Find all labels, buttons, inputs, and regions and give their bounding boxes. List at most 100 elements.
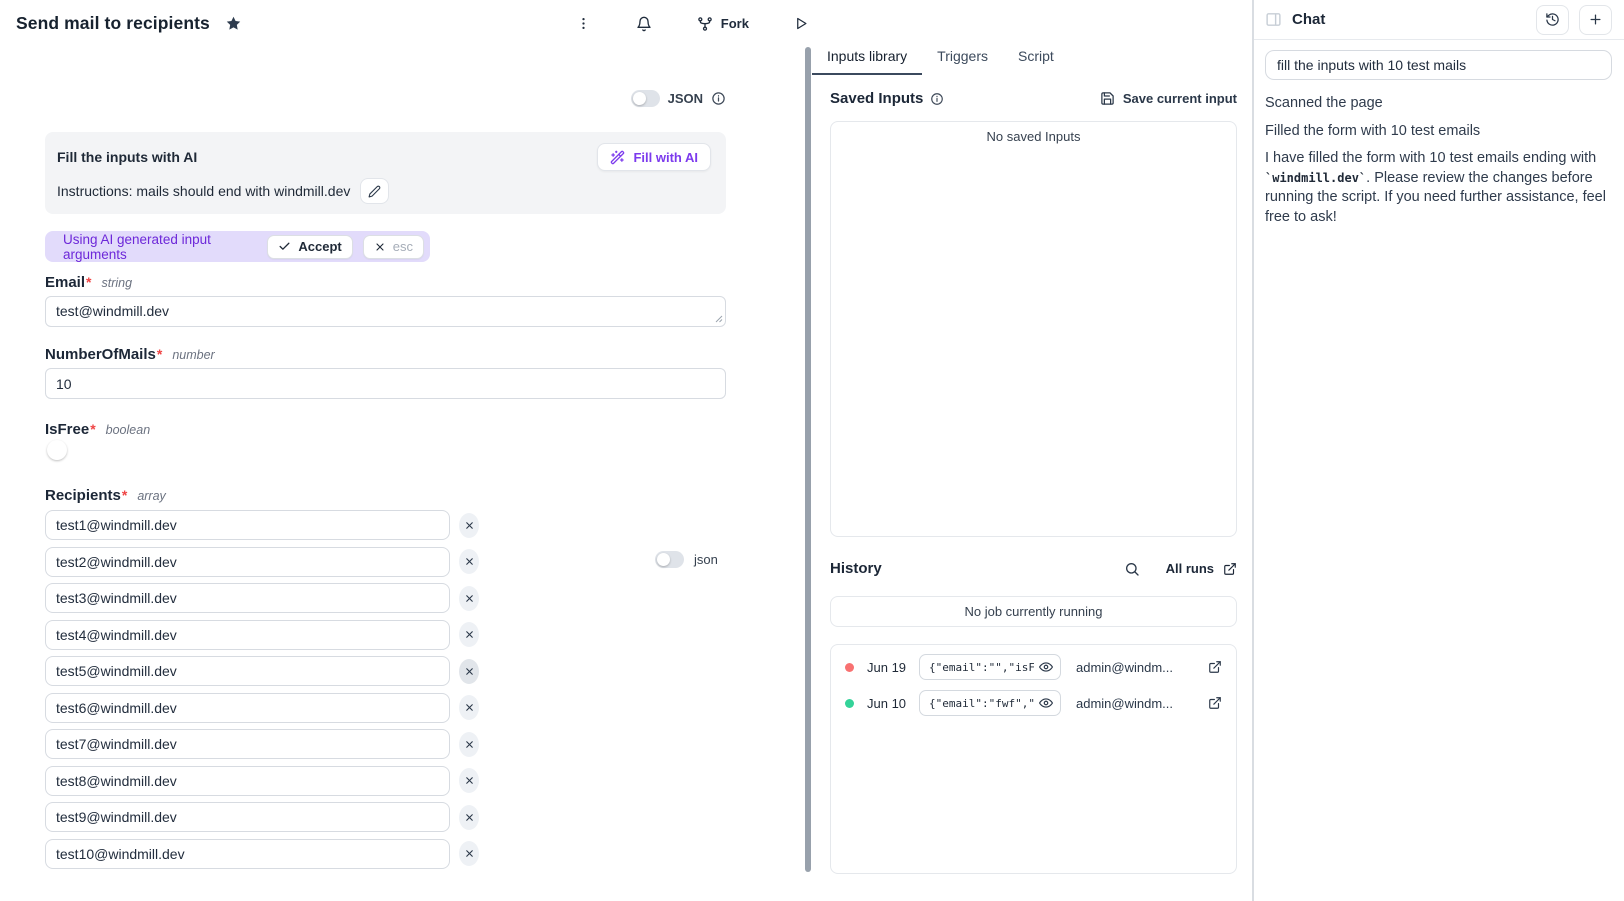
recipient-row — [45, 510, 479, 540]
email-field-label: Email * string — [45, 274, 133, 291]
history-title: History — [830, 560, 882, 577]
recipient-input[interactable] — [45, 583, 450, 613]
more-menu-button[interactable] — [576, 16, 591, 31]
recipients-json-toggle[interactable] — [655, 551, 684, 568]
tab-triggers[interactable]: Triggers — [937, 48, 988, 64]
fill-with-ai-label: Fill with AI — [633, 149, 698, 165]
recipient-input[interactable] — [45, 692, 450, 723]
fork-icon — [697, 16, 713, 32]
page-title: Send mail to recipients — [16, 13, 210, 33]
remove-recipient-button[interactable] — [459, 768, 479, 793]
remove-recipient-button[interactable] — [459, 658, 479, 684]
edit-instructions-button[interactable] — [360, 178, 390, 204]
eye-icon[interactable] — [1039, 696, 1053, 710]
is-free-field-group: IsFree * boolean — [45, 421, 726, 460]
plus-icon — [1588, 12, 1603, 27]
recipient-row — [45, 692, 479, 723]
ai-banner-text: Using AI generated input arguments — [63, 231, 211, 262]
close-icon — [464, 666, 475, 677]
favorite-star-icon[interactable] — [225, 15, 242, 32]
remove-recipient-button[interactable] — [459, 731, 479, 757]
number-of-mails-field-group: NumberOfMails * number — [45, 346, 726, 399]
all-runs-label: All runs — [1165, 561, 1214, 576]
json-toggle[interactable] — [630, 90, 660, 107]
remove-recipient-button[interactable] — [459, 841, 479, 866]
history-args-pill[interactable]: {"email":"","isFr... — [919, 654, 1061, 680]
status-dot — [845, 662, 854, 672]
inputs-library-panel: Inputs library Triggers Script Saved Inp… — [812, 0, 1253, 901]
pencil-icon — [368, 185, 381, 198]
recipient-input[interactable] — [45, 838, 450, 869]
check-icon — [278, 240, 291, 253]
eye-icon[interactable] — [1039, 660, 1053, 674]
recipient-input[interactable] — [45, 656, 450, 686]
accept-button[interactable]: Accept — [267, 234, 353, 259]
chat-message: Scanned the page — [1265, 95, 1383, 111]
fork-button[interactable]: Fork — [697, 16, 749, 32]
history-user: admin@windm... — [1076, 695, 1174, 711]
email-field[interactable] — [45, 296, 726, 327]
recipient-row — [45, 838, 479, 869]
history-row[interactable]: Jun 19 {"email":"","isFr... admin@windm.… — [831, 649, 1236, 685]
recipients-field-group: Recipients * array — [45, 487, 726, 875]
remove-recipient-button[interactable] — [459, 695, 479, 720]
recipient-input[interactable] — [45, 510, 450, 540]
no-saved-inputs-text: No saved Inputs — [986, 129, 1081, 144]
close-icon — [464, 702, 475, 713]
tab-inputs-library[interactable]: Inputs library — [812, 48, 923, 75]
history-clock-icon — [1545, 12, 1560, 27]
no-job-box: No job currently running — [830, 596, 1237, 627]
all-runs-link[interactable]: All runs — [1166, 561, 1237, 576]
remove-recipient-button[interactable] — [459, 804, 479, 830]
tab-script[interactable]: Script — [1017, 48, 1054, 64]
recipient-input[interactable] — [45, 765, 450, 796]
remove-recipient-button[interactable] — [459, 585, 479, 611]
close-icon — [464, 593, 475, 604]
number-of-mails-field[interactable] — [45, 368, 726, 399]
recipient-input[interactable] — [45, 619, 450, 650]
ai-instructions-text: Instructions: mails should end with wind… — [57, 183, 351, 199]
chat-message: I have filled the form with 10 test emai… — [1265, 150, 1606, 225]
remove-recipient-button[interactable] — [459, 549, 479, 574]
remove-recipient-button[interactable] — [459, 622, 479, 647]
chat-title: Chat — [1292, 11, 1326, 28]
history-user: admin@windm... — [1076, 659, 1174, 675]
chat-header: Chat — [1254, 0, 1624, 40]
history-args-pill[interactable]: {"email":"fwf","i... — [919, 690, 1061, 716]
esc-button[interactable]: esc — [362, 234, 424, 259]
close-icon — [464, 739, 475, 750]
info-icon[interactable] — [930, 92, 944, 106]
close-icon — [374, 241, 386, 253]
json-toggle-row: JSON — [45, 90, 726, 107]
recipient-row — [45, 802, 479, 832]
external-link-icon[interactable] — [1208, 696, 1222, 710]
panel-tabs: Inputs library Triggers Script — [812, 48, 1069, 75]
recipient-input[interactable] — [45, 546, 450, 577]
chat-input[interactable] — [1265, 50, 1612, 80]
history-search-button[interactable] — [1124, 561, 1140, 577]
chat-history-button[interactable] — [1536, 4, 1569, 35]
chat-messages: Scanned the page Filled the form with 10… — [1254, 80, 1624, 227]
save-current-input-button[interactable]: Save current input — [1100, 91, 1237, 106]
number-of-mails-label: NumberOfMails * number — [45, 346, 215, 363]
save-current-input-label: Save current input — [1122, 91, 1237, 106]
run-form-panel: JSON Fill the inputs with AI Fill with A… — [0, 47, 812, 901]
esc-label: esc — [392, 239, 413, 254]
remove-recipient-button[interactable] — [459, 512, 479, 538]
info-icon[interactable] — [711, 91, 726, 106]
fill-with-ai-button[interactable]: Fill with AI — [597, 143, 711, 171]
chat-panel: Chat Scanned the page Filled the form wi… — [1253, 0, 1624, 901]
panel-right-icon[interactable] — [1265, 11, 1282, 28]
close-icon — [464, 520, 475, 531]
history-row[interactable]: Jun 10 {"email":"fwf","i... admin@windm.… — [831, 685, 1236, 721]
external-link-icon[interactable] — [1208, 660, 1222, 674]
recipient-row — [45, 656, 479, 686]
notifications-button[interactable] — [636, 16, 652, 32]
recipient-input[interactable] — [45, 729, 450, 759]
form-scrollbar[interactable] — [805, 47, 811, 872]
bell-icon — [636, 16, 652, 32]
recipient-input[interactable] — [45, 802, 450, 832]
new-chat-button[interactable] — [1579, 4, 1612, 35]
history-date: Jun 19 — [867, 659, 907, 675]
